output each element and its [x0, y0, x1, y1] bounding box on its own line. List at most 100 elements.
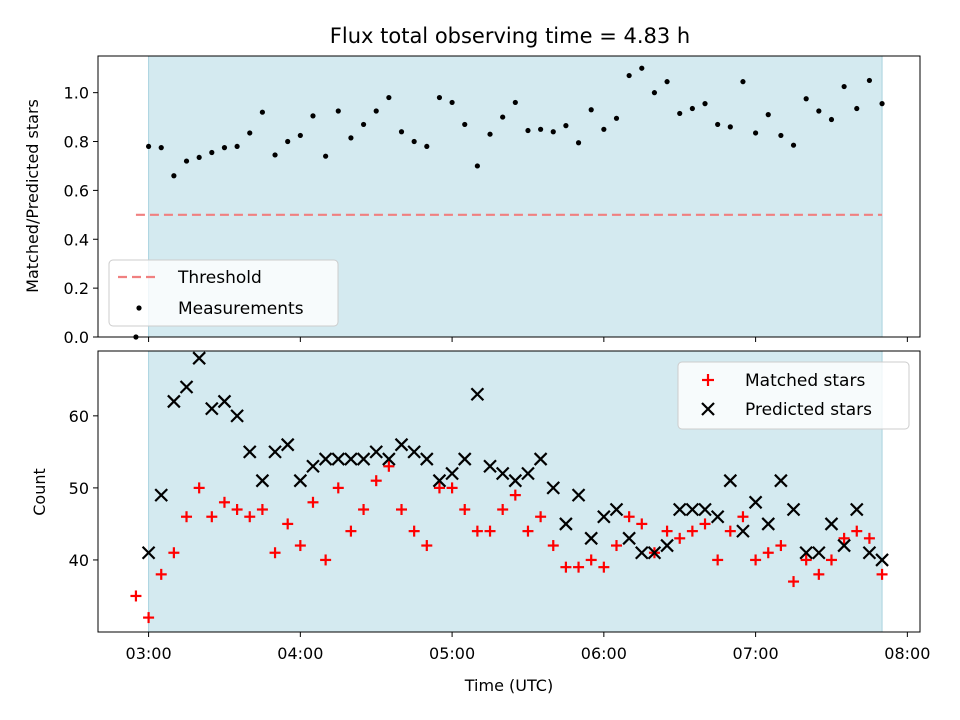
- top-panel: 0.0 0.2 0.4 0.6 0.8 1.0 Matched/Predicted sta…: [23, 55, 921, 347]
- predicted-star-point: [394, 437, 409, 452]
- predicted-star-point: [723, 473, 738, 488]
- predicted-star-point: [154, 488, 169, 502]
- measurement-point: [689, 105, 695, 112]
- predicted-star-point: [331, 452, 346, 466]
- predicted-star-point: [635, 545, 649, 560]
- measurement-point: [500, 114, 506, 120]
- matched-star-point: [181, 511, 193, 523]
- measurement-point: [171, 173, 177, 179]
- matched-stars-points: [130, 460, 888, 624]
- matched-star-point: [522, 525, 534, 537]
- measurement-point: [601, 126, 607, 132]
- predicted-star-point: [179, 380, 194, 394]
- predicted-star-point: [837, 538, 851, 553]
- measurement-point: [677, 110, 683, 117]
- predicted-star-point: [255, 473, 270, 488]
- measurement-point: [487, 131, 493, 137]
- top-y-tick-label: 0.8: [64, 133, 89, 152]
- matched-star-point: [307, 496, 319, 508]
- x-axis-label: Time (UTC): [464, 676, 553, 695]
- bottom-y-tick-label: 50: [69, 479, 89, 498]
- matched-star-point: [573, 561, 585, 573]
- predicted-star-point: [141, 545, 156, 560]
- matched-star-point: [256, 504, 268, 516]
- predicted-star-point: [382, 452, 396, 466]
- top-legend-box: [108, 259, 339, 327]
- x-tick-label: 08:00: [884, 644, 930, 663]
- legend-matched-label: Matched stars: [745, 371, 865, 391]
- predicted-star-point: [457, 452, 472, 466]
- measurement-point: [209, 149, 215, 156]
- measurement-point: [436, 94, 443, 101]
- matched-star-point: [345, 525, 357, 537]
- matched-star-point: [408, 525, 420, 537]
- matched-star-point: [471, 525, 483, 537]
- predicted-star-point: [622, 531, 636, 546]
- measurement-point: [272, 152, 278, 158]
- matched-star-point: [825, 554, 837, 566]
- measurement-point: [525, 127, 531, 134]
- matched-star-point: [421, 540, 433, 552]
- measurement-point: [474, 163, 480, 169]
- matched-star-point: [598, 561, 610, 573]
- measurement-point: [651, 90, 658, 96]
- top-y-tick-label: 0.4: [64, 230, 89, 249]
- measurement-point: [879, 101, 885, 107]
- legend-measurements-label: Measurements: [178, 299, 304, 319]
- top-legend: Threshold Measurements: [108, 259, 339, 327]
- predicted-star-point: [748, 495, 763, 510]
- measurement-point: [386, 94, 392, 101]
- predicted-star-point: [824, 517, 839, 531]
- matched-star-point: [396, 504, 408, 516]
- bottom-axes-frame: [97, 350, 921, 633]
- measurement-point: [828, 116, 835, 123]
- matched-star-point: [724, 525, 736, 537]
- predicted-star-point: [230, 409, 244, 423]
- measurement-point: [664, 79, 670, 85]
- measurement-point: [626, 72, 632, 79]
- measurement-point: [285, 138, 291, 145]
- matched-star-point: [737, 511, 749, 523]
- matched-star-point: [863, 532, 875, 544]
- measurement-point: [702, 101, 708, 107]
- measurement-point: [398, 129, 405, 135]
- bottom-legend-box: [677, 361, 910, 430]
- matched-star-point: [446, 482, 458, 494]
- predicted-star-point: [660, 538, 674, 553]
- matched-star-point: [876, 568, 888, 580]
- predicted-star-point: [736, 524, 750, 538]
- predicted-star-point: [167, 394, 181, 409]
- matched-star-point: [800, 554, 812, 566]
- matched-star-point: [231, 504, 243, 516]
- x-tick-label: 05:00: [429, 644, 475, 663]
- predicted-star-point: [521, 466, 535, 481]
- measurement-point: [259, 109, 265, 115]
- matched-star-point: [206, 511, 218, 523]
- predicted-star-point: [369, 445, 383, 459]
- top-y-ticks: 0.0 0.2 0.4 0.6 0.8 1.0: [64, 84, 98, 347]
- matched-star-point: [143, 612, 155, 624]
- matched-star-point: [674, 532, 686, 544]
- predicted-star-point: [483, 459, 497, 474]
- matched-star-point: [636, 518, 648, 530]
- measurement-point: [449, 99, 455, 106]
- predicted-star-point: [420, 452, 434, 466]
- predicted-star-point: [217, 394, 232, 409]
- predicted-star-point: [356, 452, 371, 466]
- matched-star-point: [282, 518, 294, 530]
- matched-star-point: [585, 554, 597, 566]
- bottom-y-ticks: 40 50 60: [69, 407, 98, 570]
- x-tick-label: 07:00: [733, 644, 779, 663]
- matched-star-point: [762, 547, 774, 559]
- predicted-star-point: [508, 473, 523, 488]
- predicted-star-point: [571, 488, 586, 502]
- matched-star-point: [851, 525, 863, 537]
- predicted-star-point: [849, 502, 864, 517]
- predicted-star-point: [445, 466, 459, 481]
- measurement-point: [563, 123, 569, 129]
- chart-title: Flux total observing time = 4.83 h: [330, 24, 690, 48]
- x-tick-label: 06:00: [581, 644, 627, 663]
- matched-star-point: [370, 475, 382, 487]
- matched-star-point: [661, 525, 673, 537]
